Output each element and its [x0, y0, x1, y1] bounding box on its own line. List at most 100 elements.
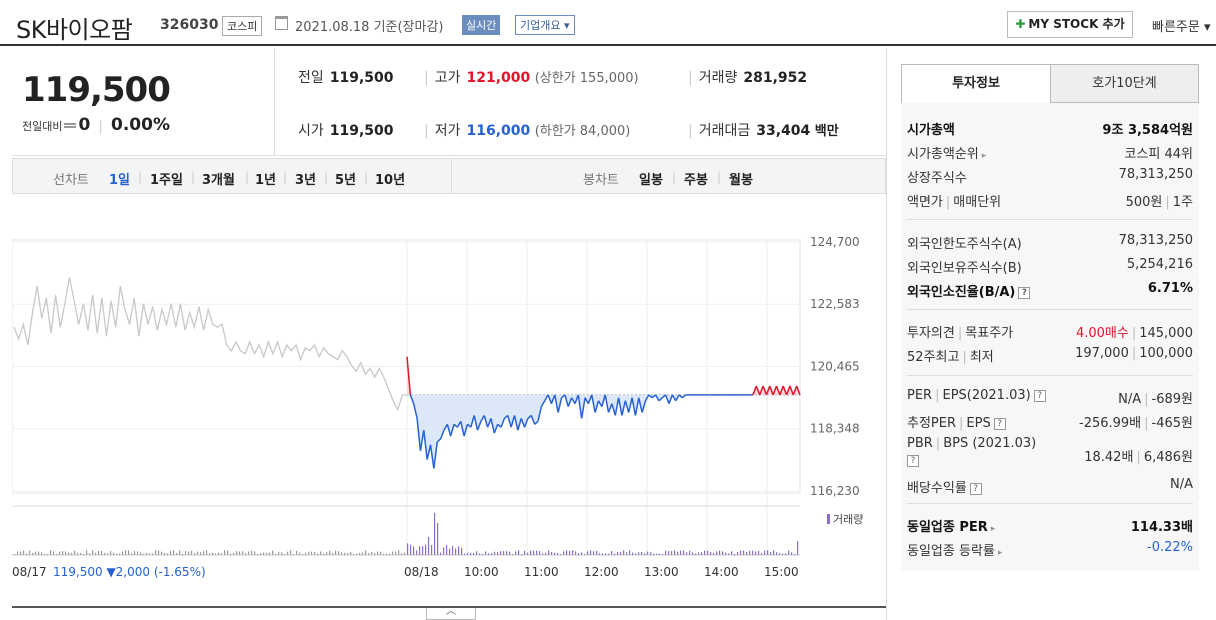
volume-bar [86, 550, 88, 555]
help-icon[interactable]: ? [969, 482, 982, 495]
series-today-segment [664, 394, 670, 404]
series-today-segment [644, 394, 650, 402]
series-today-segment [486, 418, 492, 428]
volume-bar [380, 551, 382, 555]
volume-bar [692, 552, 694, 555]
series-today-segment [500, 418, 506, 428]
prev-close: 전일 119,500 [298, 70, 394, 86]
company-overview-dropdown[interactable]: 기업개요 ▾ [515, 15, 575, 35]
help-icon[interactable]: ? [993, 417, 1006, 430]
volume-bar [365, 550, 367, 555]
tab-1w[interactable]: 1주일 [150, 173, 183, 188]
foreign-limit-row: 외국인한도주식수(A) 78,313,250 [907, 233, 1193, 252]
volume-bar [104, 552, 106, 555]
series-today-segment [537, 406, 543, 422]
tab-daily[interactable]: 일봉 [639, 173, 663, 188]
volume-bar [308, 551, 310, 555]
series-today-segment [564, 394, 569, 407]
series-today-segment [587, 394, 593, 404]
volume-bar [389, 553, 391, 555]
my-stock-add-button[interactable]: ✚ MY STOCK 추가 [1007, 11, 1133, 38]
chart-expand-handle[interactable]: ︿ [426, 607, 476, 620]
help-icon[interactable]: ? [1033, 389, 1046, 402]
volume-bar [680, 550, 682, 555]
volume-bar [737, 552, 739, 555]
volume-bar [560, 553, 562, 555]
volume-bar [203, 551, 205, 555]
volume-bar [455, 548, 457, 555]
volume-bar [677, 551, 679, 555]
volume-bar [188, 551, 190, 555]
market-cap-rank-row[interactable]: 시가총액순위 ▸ 코스피 44위 [907, 147, 1193, 162]
change-value: 0 [78, 115, 91, 135]
tab-monthly[interactable]: 월봉 [729, 173, 753, 188]
volume-bar [110, 551, 112, 555]
volume-bar [194, 552, 196, 555]
volume-bar [113, 552, 115, 555]
invest-info-panel: 투자정보 호가10단계 시가총액 9조 3,584억원 시가총액순위 ▸ 코스피 44… [886, 48, 1216, 620]
volume-bar [323, 553, 325, 555]
volume-bar [635, 553, 637, 555]
open-price: 시가 119,500 [298, 123, 394, 139]
volume-bar [707, 550, 709, 555]
series-today-segment [517, 418, 522, 431]
help-icon[interactable]: ? [907, 455, 919, 467]
series-today-segment [547, 394, 553, 404]
series-today-segment [624, 400, 630, 413]
volume-bar [131, 553, 133, 555]
volume-bar [758, 550, 760, 555]
my-stock-label: MY STOCK 추가 [1028, 17, 1125, 31]
volume-bar [329, 550, 331, 555]
volume-bar [176, 552, 178, 555]
volume-bar [572, 550, 574, 555]
volume-bar [545, 552, 547, 555]
volume-bar [728, 553, 730, 555]
volume-bar [473, 552, 475, 555]
volume-bar [548, 550, 550, 555]
volume-bar [428, 537, 430, 555]
tab-weekly[interactable]: 주봉 [684, 173, 708, 188]
tab-1y[interactable]: 1년 [255, 173, 277, 188]
volume-bar [497, 552, 499, 555]
tab-3y[interactable]: 3년 [295, 173, 317, 188]
tab-3m[interactable]: 3개월 [202, 173, 235, 188]
volume-bar [248, 551, 250, 555]
volume-bar [689, 550, 691, 555]
volume-bar [47, 553, 49, 555]
volume-bar [683, 550, 685, 555]
realtime-button[interactable]: 실시간 [462, 15, 501, 35]
help-icon[interactable]: ? [1018, 286, 1031, 299]
quick-order-dropdown[interactable]: 빠른주문 ▾ [1152, 20, 1211, 35]
volume-bar [398, 550, 400, 555]
volume-bar [29, 550, 31, 555]
price-change: 전일대비 0 | 0.00% [22, 115, 170, 135]
industry-rate-row[interactable]: 동일업종 등락률 ▸ -0.22% [907, 540, 1193, 559]
volume-bar [392, 551, 394, 555]
volume-bar [305, 552, 307, 555]
series-today-segment [567, 397, 573, 407]
volume-bar [554, 552, 556, 555]
series-today-segment [570, 397, 576, 405]
volume-bar [716, 551, 718, 555]
volume-bar [68, 552, 70, 555]
volume-bar [452, 546, 454, 555]
tab-invest-info[interactable]: 투자정보 [901, 64, 1051, 103]
tab-order-book[interactable]: 호가10단계 [1050, 64, 1199, 103]
series-today-segment [412, 403, 418, 419]
volume-bar [434, 513, 436, 555]
volume-bar [383, 553, 385, 555]
industry-per-row[interactable]: 동일업종 PER ▸ 114.33배 [907, 520, 1193, 535]
tab-5y[interactable]: 5년 [335, 173, 357, 188]
volume-bar [416, 550, 418, 555]
volume-bar [344, 552, 346, 555]
volume-bar [83, 553, 85, 555]
tab-10y[interactable]: 10년 [375, 173, 406, 188]
price-chart[interactable]: 124,700 122,583 120,465 118,348 116,230 거래량 08… [12, 225, 886, 595]
series-today-segment [449, 424, 455, 437]
volume-bar [425, 544, 427, 555]
volume-bar [296, 550, 298, 555]
series-today-segment [520, 418, 526, 428]
volume-bar [185, 551, 187, 555]
tab-1d[interactable]: 1일 [109, 173, 131, 188]
volume-bar [701, 552, 703, 555]
